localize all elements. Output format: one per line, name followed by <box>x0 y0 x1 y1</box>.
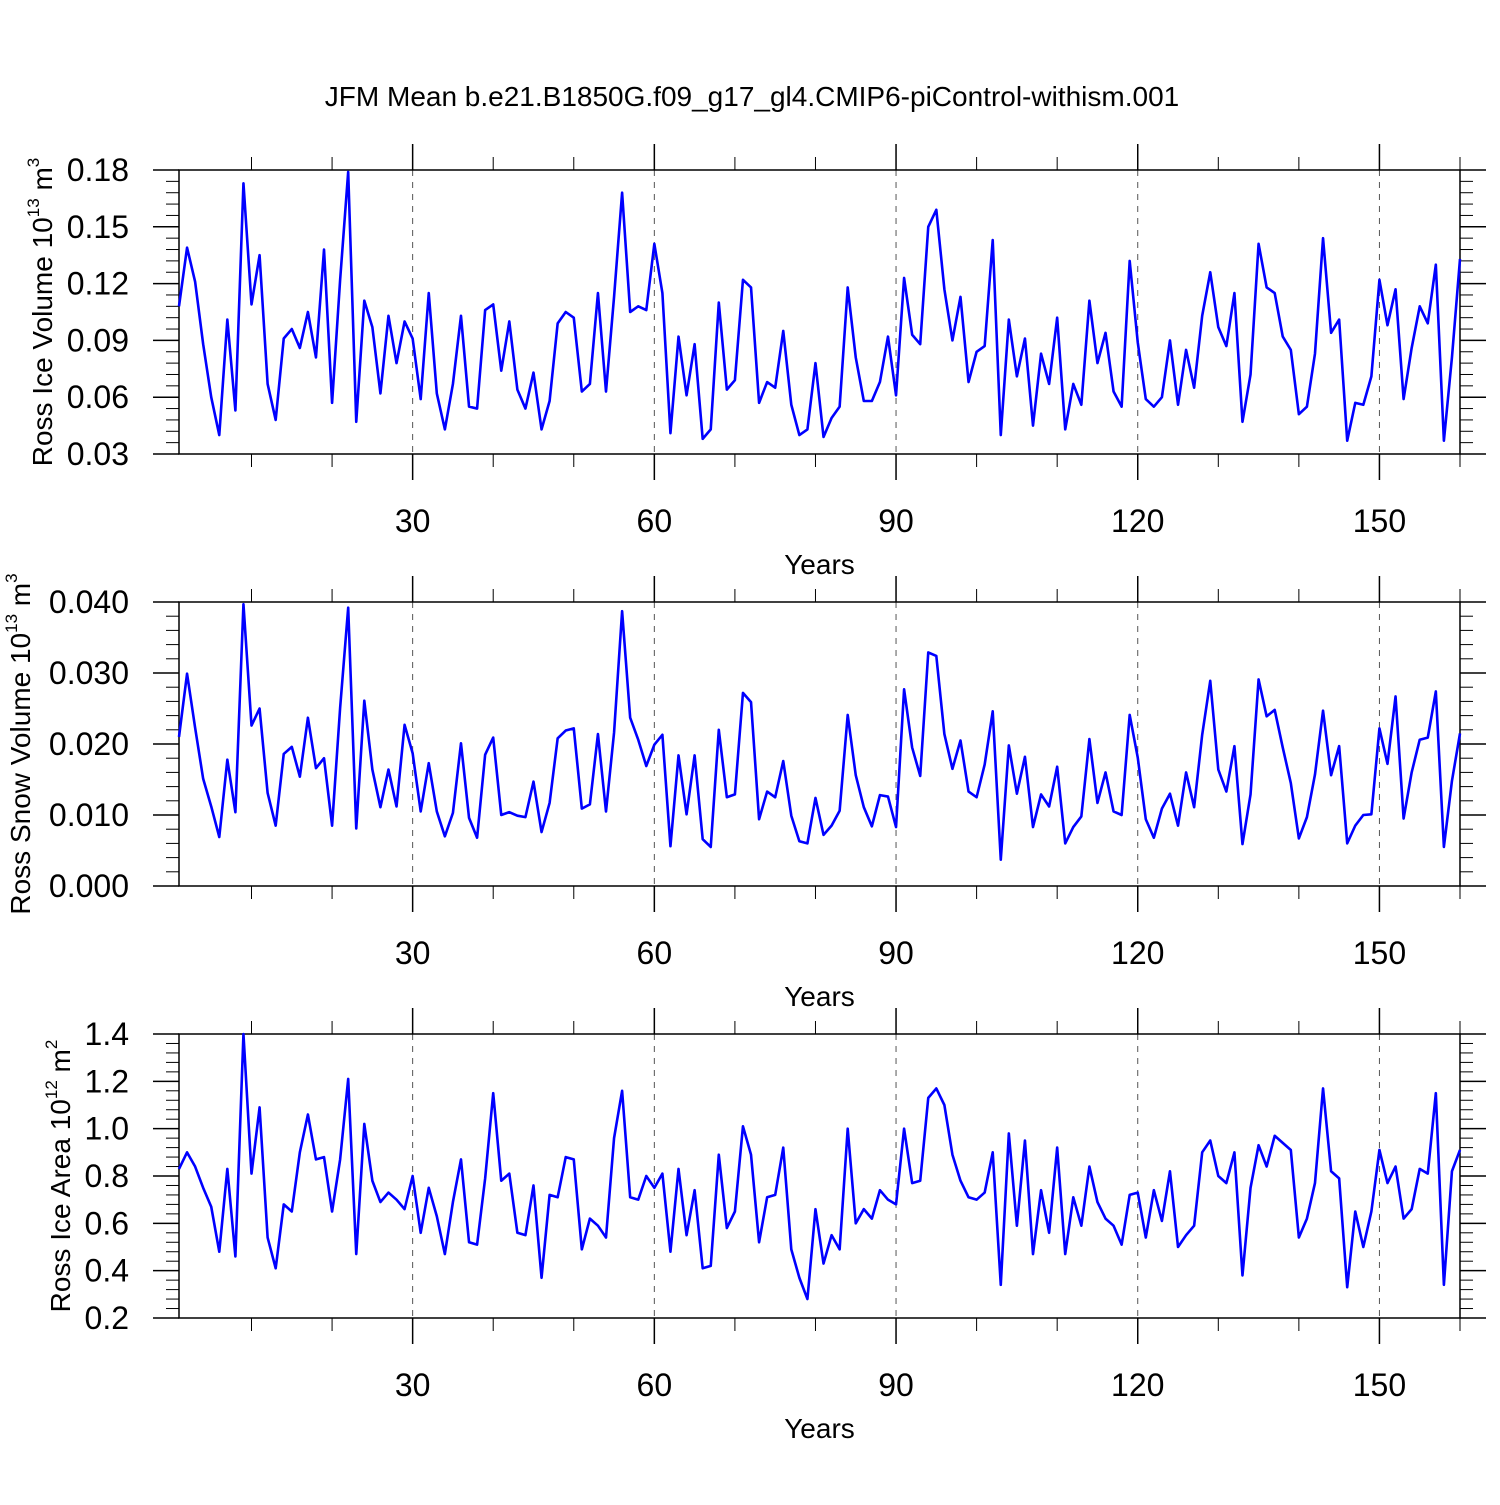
y-axis-label-superscript: 13 <box>2 614 21 633</box>
y-tick-label: 0.18 <box>67 152 129 188</box>
x-tick-label: 120 <box>1111 935 1164 971</box>
series-line-1-1 <box>177 170 1462 443</box>
x-tick-label: 60 <box>637 503 673 539</box>
x-tick-label: 30 <box>395 935 431 971</box>
y-axis-label-text: Ross Ice Volume 10 <box>27 217 58 466</box>
y-axis-label: Ross Ice Area 1012 m2 <box>42 1040 76 1313</box>
y-axis-label-superscript: 3 <box>2 573 21 582</box>
y-axis-label-text: Ross Ice Area 10 <box>45 1099 76 1312</box>
x-axis-label: Years <box>784 549 855 580</box>
x-axis-label: Years <box>784 981 855 1012</box>
y-tick-label: 0.030 <box>49 655 129 691</box>
x-tick-label: 120 <box>1111 1367 1164 1403</box>
y-tick-label: 0.15 <box>67 209 129 245</box>
x-tick-label: 90 <box>878 1367 914 1403</box>
plot-frame <box>178 169 1461 455</box>
y-axis-label-text: m <box>27 167 58 198</box>
y-axis-label-superscript: 2 <box>42 1040 61 1049</box>
x-tick-label: 150 <box>1353 1367 1406 1403</box>
x-tick-label: 150 <box>1353 935 1406 971</box>
y-axis-label-text: m <box>5 583 36 614</box>
x-tick-label: 90 <box>878 935 914 971</box>
y-axis-label-text: m <box>45 1049 76 1080</box>
y-tick-label: 0.4 <box>85 1253 129 1289</box>
y-axis-label: Ross Ice Volume 1013 m3 <box>24 158 58 467</box>
y-axis-label-superscript: 3 <box>24 158 43 167</box>
x-tick-label: 30 <box>395 1367 431 1403</box>
y-tick-label: 0.8 <box>85 1158 129 1194</box>
y-tick-label: 0.6 <box>85 1205 129 1241</box>
panel-3: 0.2 0.4 0.6 0.8 1.0 1.2 1.4 30 60 90 120 150 Years Ro… <box>42 1008 1486 1444</box>
x-tick-label: 120 <box>1111 503 1164 539</box>
y-tick-label: 0.020 <box>49 726 129 762</box>
y-tick-label: 0.2 <box>85 1300 129 1336</box>
x-axis-label: Years <box>784 1413 855 1444</box>
series-line-2-1 <box>177 602 1462 862</box>
panel-1: 0.03 0.06 0.09 0.12 0.15 0.18 30 60 90 120 150 Year… <box>24 144 1486 580</box>
y-tick-label: 0.03 <box>67 436 129 472</box>
y-tick-label: 1.0 <box>85 1111 129 1147</box>
y-tick-label: 0.040 <box>49 584 129 620</box>
y-tick-label: 1.2 <box>85 1063 129 1099</box>
y-tick-label: 0.12 <box>67 266 129 302</box>
figure-title: JFM Mean b.e21.B1850G.f09_g17_gl4.CMIP6-… <box>325 81 1179 112</box>
x-tick-label: 90 <box>878 503 914 539</box>
x-tick-label: 60 <box>637 935 673 971</box>
y-tick-label: 0.010 <box>49 797 129 833</box>
y-tick-label: 0.09 <box>67 322 129 358</box>
y-axis-label-text: Ross Snow Volume 10 <box>5 633 36 915</box>
y-tick-label: 0.000 <box>49 868 129 904</box>
y-axis-label-superscript: 13 <box>24 198 43 217</box>
x-tick-label: 150 <box>1353 503 1406 539</box>
panel-2: 0.000 0.010 0.020 0.030 0.040 30 60 90 120 150 Yea… <box>2 573 1486 1012</box>
series-line-3-1 <box>177 1032 1462 1301</box>
y-tick-label: 0.06 <box>67 379 129 415</box>
x-tick-label: 60 <box>637 1367 673 1403</box>
y-axis-label-superscript: 12 <box>42 1080 61 1099</box>
x-tick-label: 30 <box>395 503 431 539</box>
y-tick-label: 1.4 <box>85 1016 129 1052</box>
y-axis-label: Ross Snow Volume 1013 m3 <box>2 573 36 914</box>
